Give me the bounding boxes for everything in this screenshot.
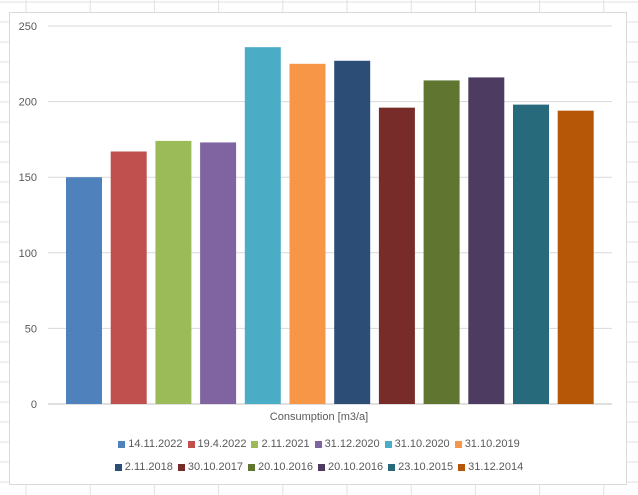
bar-14.11.2022[interactable] [66,177,102,404]
legend-swatch [388,463,396,471]
legend-swatch [458,463,466,471]
legend-label: 31.12.2014 [468,461,524,473]
x-axis-label: Consumption [m3/a] [269,411,369,423]
y-tick-label: 200 [19,97,37,109]
bar-20.10.2016[interactable] [423,80,460,404]
y-tick-label: 0 [31,399,37,411]
legend-item[interactable]: 2.11.2018 [114,461,173,473]
bar-20.10.2016[interactable] [468,77,505,405]
legend-label: 23.10.2015 [398,461,454,473]
y-tick-label: 100 [19,248,37,260]
bar-31.10.2020[interactable] [244,47,281,404]
bar-31.12.2020[interactable] [200,142,237,404]
legend-swatch [247,463,255,471]
bar-2.11.2021[interactable] [155,140,192,405]
legend-item[interactable]: 20.10.2016 [247,461,314,473]
y-tick-label: 50 [25,323,37,335]
y-tick-label: 250 [19,21,37,33]
legend-label: 31.10.2019 [464,438,520,450]
bar-23.10.2015[interactable] [513,104,549,405]
legend-label: 19.4.2022 [197,438,247,450]
legend-item[interactable]: 14.11.2022 [118,438,183,450]
legend-item[interactable]: 20.10.2016 [318,461,383,473]
legend-item[interactable]: 31.10.2019 [454,438,520,450]
bar-31.10.2019[interactable] [289,63,326,405]
legend-item[interactable]: 23.10.2015 [388,461,453,473]
legend-label: 31.12.2020 [324,438,380,450]
legend-swatch [177,463,185,471]
bar-19.4.2022[interactable] [110,151,147,404]
legend-label: 20.10.2016 [328,461,384,473]
legend-swatch [454,440,462,448]
legend-swatch [118,440,126,448]
legend-item[interactable]: 31.12.2014 [458,461,523,473]
legend-label: 30.10.2017 [187,461,243,473]
legend-item[interactable]: 31.10.2020 [384,438,450,450]
legend-swatch [114,463,122,471]
y-tick-label: 150 [19,172,37,184]
bar-30.10.2017[interactable] [378,107,415,404]
legend-swatch [384,440,392,448]
legend-label: 2.11.2021 [261,438,310,450]
legend-swatch [314,440,322,448]
legend-label: 31.10.2020 [394,438,450,450]
legend-item[interactable]: 31.12.2020 [314,438,380,450]
bar-31.12.2014[interactable] [557,110,594,404]
legend-row-2: 2.11.2018 30.10.2017 20.10.2016 20.10.2016 2… [0,461,638,473]
legend-item[interactable]: 2.11.2021 [251,438,310,450]
legend-label: 20.10.2016 [257,461,314,473]
legend-item[interactable]: 30.10.2017 [177,461,243,473]
legend-label: 14.11.2022 [128,438,183,450]
legend-swatch [187,440,195,448]
legend-swatch [318,463,326,471]
legend-item[interactable]: 19.4.2022 [187,438,247,450]
legend-row-1: 14.11.2022 19.4.2022 2.11.2021 31.12.2020 31… [0,438,638,450]
legend-swatch [251,440,259,448]
bar-2.11.2018[interactable] [334,60,371,404]
legend-label: 2.11.2018 [124,461,173,473]
